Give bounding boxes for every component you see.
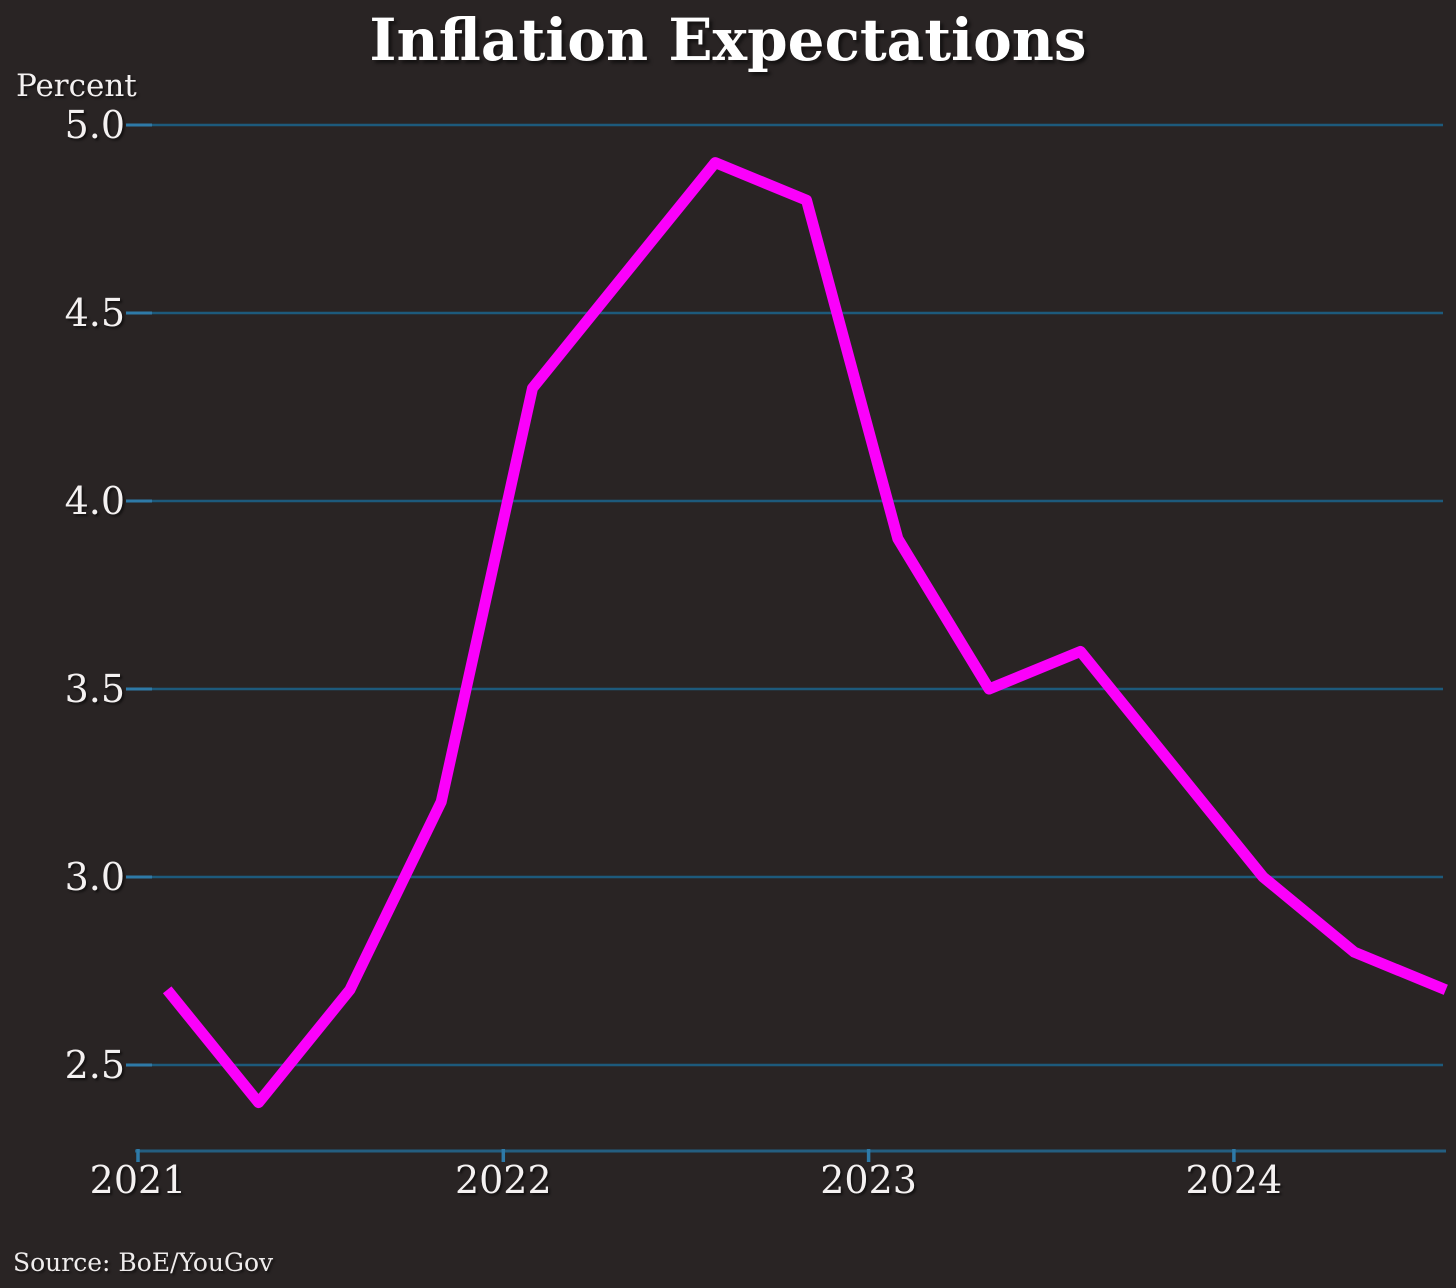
y-tick-label: 2.5 (64, 1043, 125, 1087)
y-axis-unit-label: Percent (16, 68, 137, 104)
source-note: Source: BoE/YouGov (13, 1248, 274, 1277)
x-tick-label: 2023 (820, 1158, 917, 1202)
gridlines-group (135, 123, 1443, 1067)
x-tick-label: 2022 (454, 1158, 552, 1202)
x-tick-label: 2024 (1185, 1158, 1283, 1202)
axis-group (126, 123, 1446, 1162)
y-tick-label: 3.0 (64, 855, 125, 899)
x-tick-label: 2021 (89, 1158, 187, 1202)
y-tick-label: 4.0 (64, 479, 125, 523)
y-tick-label: 3.5 (64, 667, 125, 711)
y-tick-label: 5.0 (64, 103, 125, 147)
y-tick-label: 4.5 (64, 291, 125, 335)
data-line (162, 157, 1448, 1109)
series-group (162, 157, 1448, 1109)
chart-title: Inflation Expectations (369, 6, 1087, 74)
